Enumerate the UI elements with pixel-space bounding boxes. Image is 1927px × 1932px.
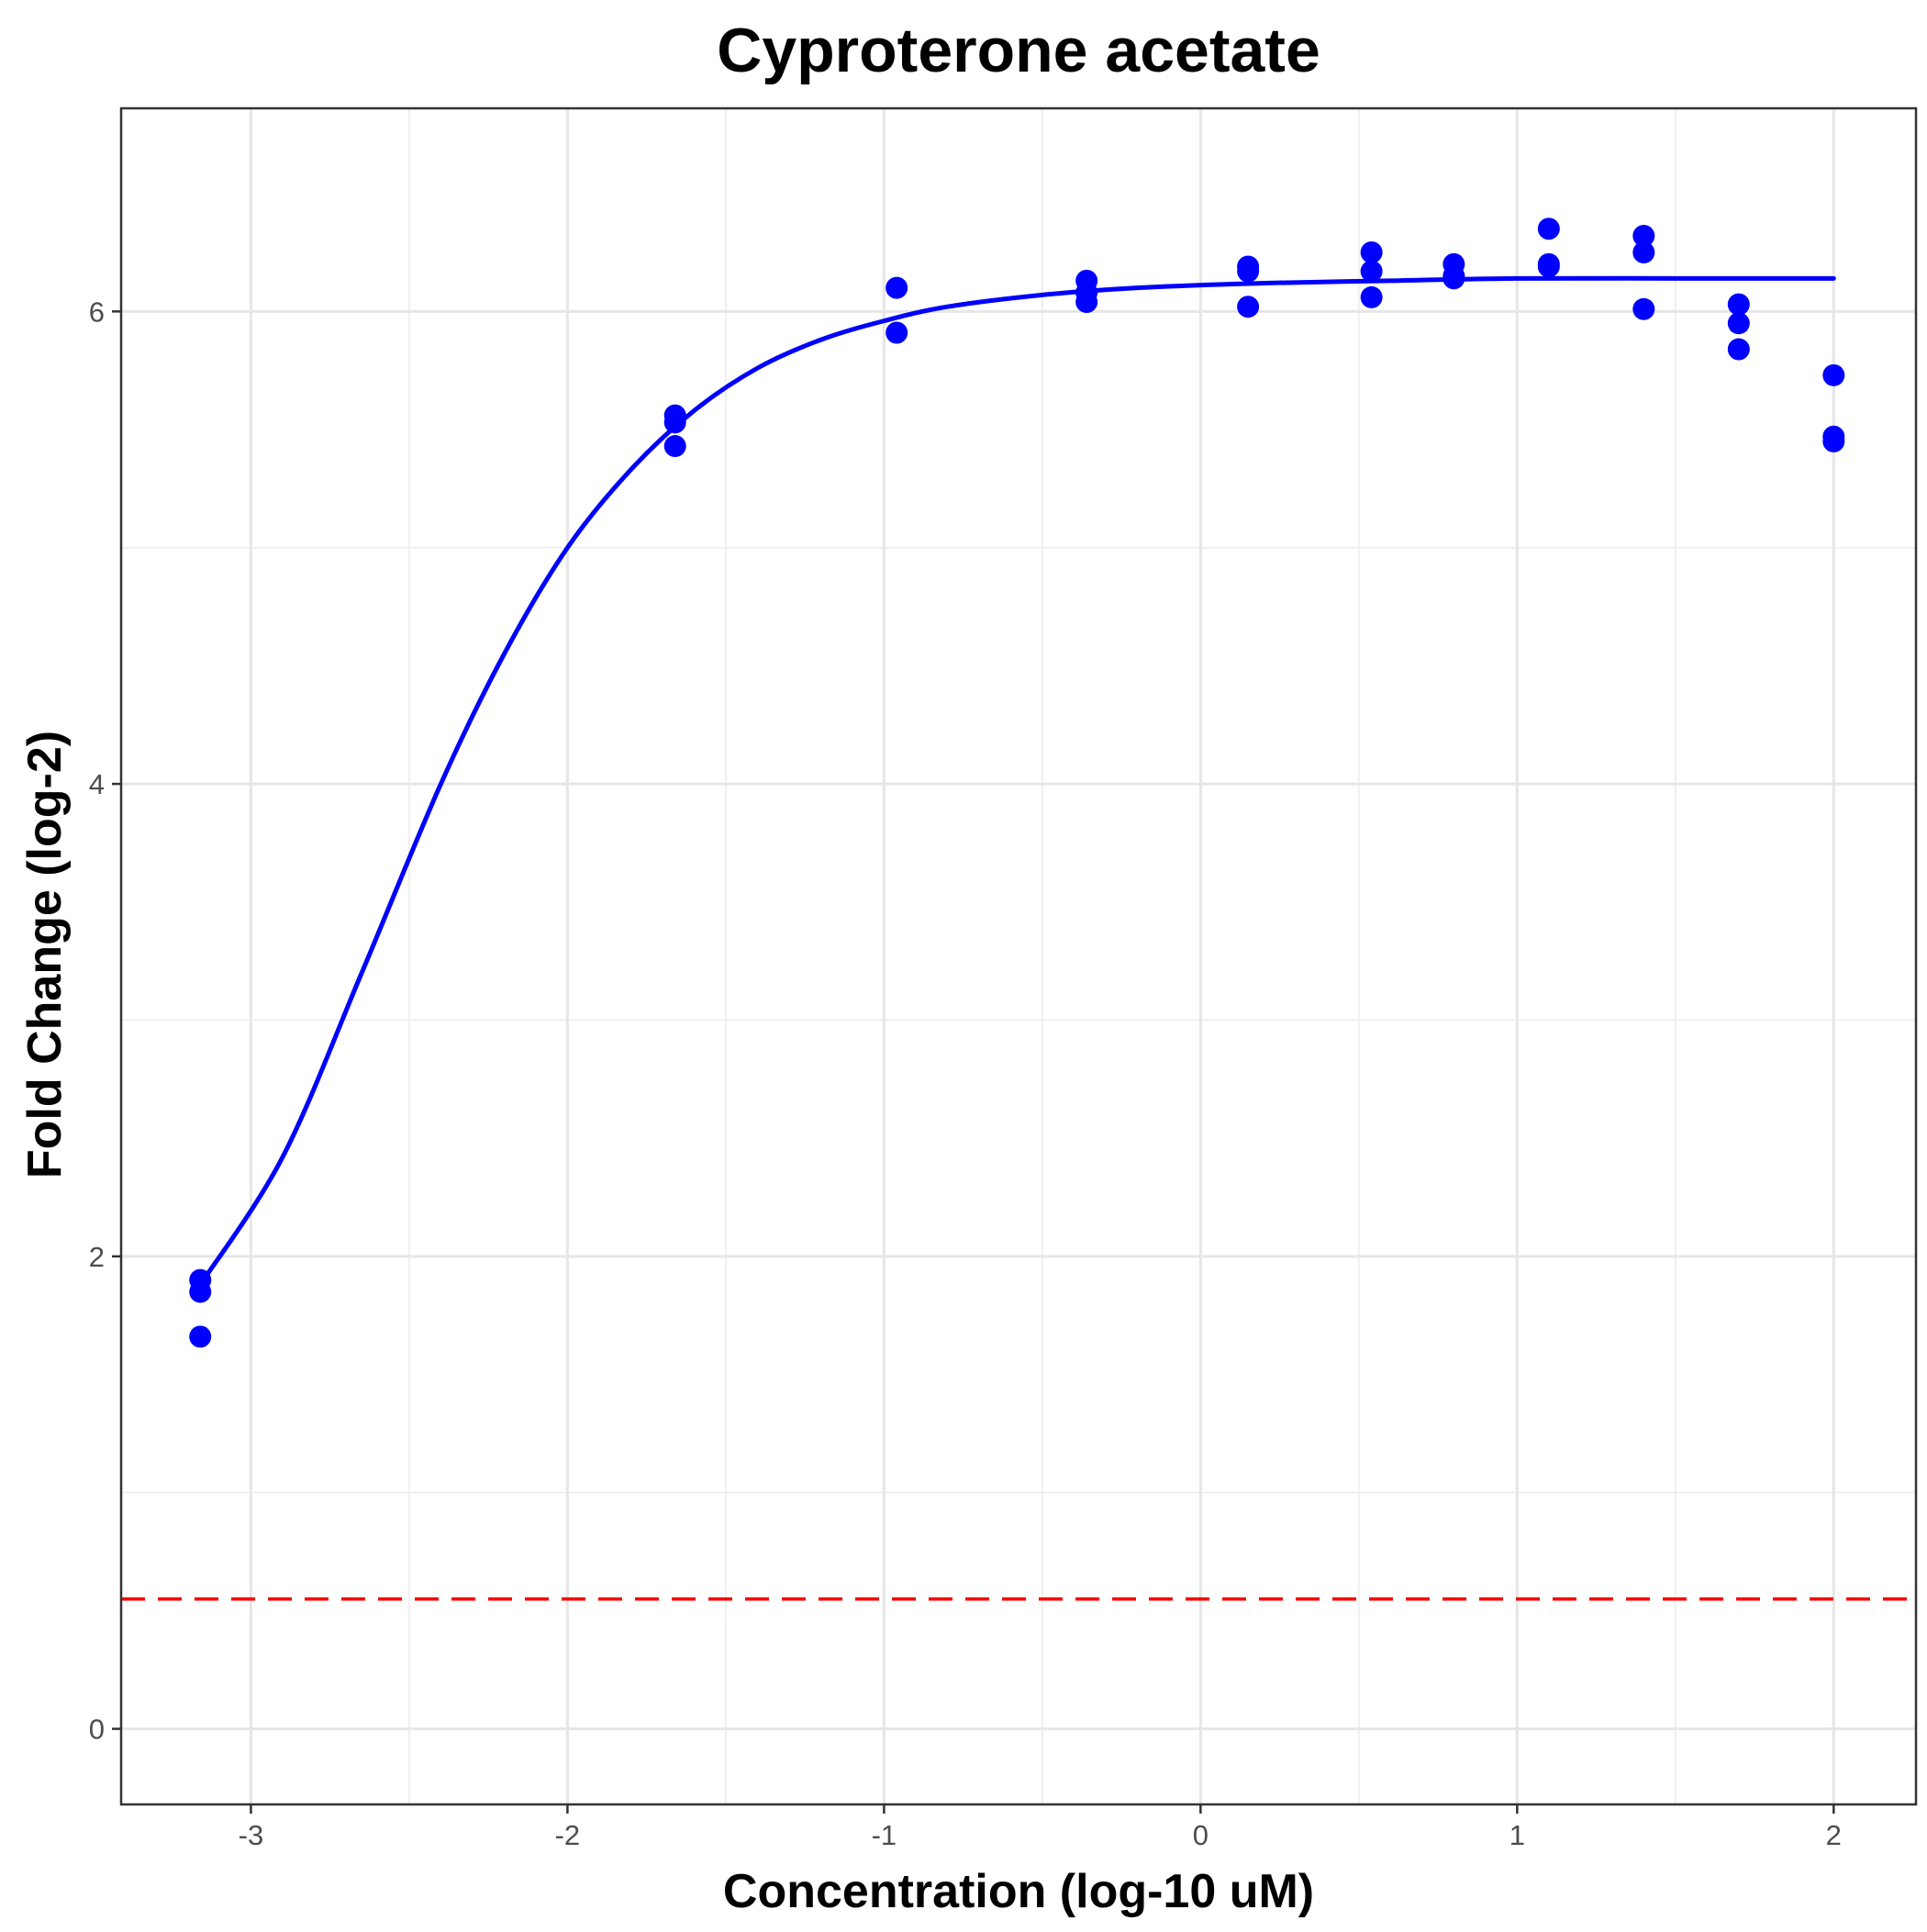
- data-point: [1822, 430, 1845, 452]
- data-point: [1537, 255, 1560, 278]
- data-point: [1727, 293, 1750, 316]
- data-point: [1727, 312, 1750, 335]
- data-point: [1237, 296, 1260, 318]
- y-axis-label: Fold Change (log-2): [18, 731, 72, 1178]
- chart-title: Cyproterone acetate: [717, 16, 1320, 85]
- data-point: [189, 1325, 212, 1348]
- data-point: [886, 276, 908, 299]
- data-point: [1537, 218, 1560, 240]
- plot-area: -3 -2 -1 0 1 2 0 2 4 6: [89, 106, 1918, 1851]
- y-tick-label: 6: [89, 296, 105, 328]
- data-point: [1360, 260, 1383, 283]
- data-point: [189, 1280, 212, 1303]
- y-tick-label: 2: [89, 1241, 105, 1273]
- panel-border: [119, 106, 1918, 1806]
- x-tick-label: 0: [1193, 1819, 1209, 1851]
- data-point: [1360, 241, 1383, 264]
- x-tick-label: 2: [1826, 1819, 1842, 1851]
- data-point: [1822, 363, 1845, 386]
- x-tick-label: -1: [872, 1819, 897, 1851]
- y-tick-label: 4: [89, 768, 105, 800]
- x-axis-label: Concentration (log-10 uM): [723, 1865, 1314, 1918]
- fit-curve: [197, 275, 1836, 1288]
- y-tick-label: 0: [89, 1714, 105, 1746]
- x-tick-label: -2: [555, 1819, 581, 1851]
- data-point: [1632, 297, 1655, 320]
- data-point: [886, 321, 908, 344]
- data-point: [1727, 338, 1750, 361]
- data-point: [1632, 241, 1655, 264]
- data-point: [1632, 224, 1655, 247]
- data-point: [1237, 260, 1260, 283]
- data-point: [1360, 285, 1383, 308]
- x-tick-label: 1: [1509, 1819, 1525, 1851]
- data-point: [1075, 291, 1098, 314]
- data-point: [663, 435, 686, 458]
- data-point: [663, 411, 686, 434]
- x-tick-label: -3: [239, 1819, 264, 1851]
